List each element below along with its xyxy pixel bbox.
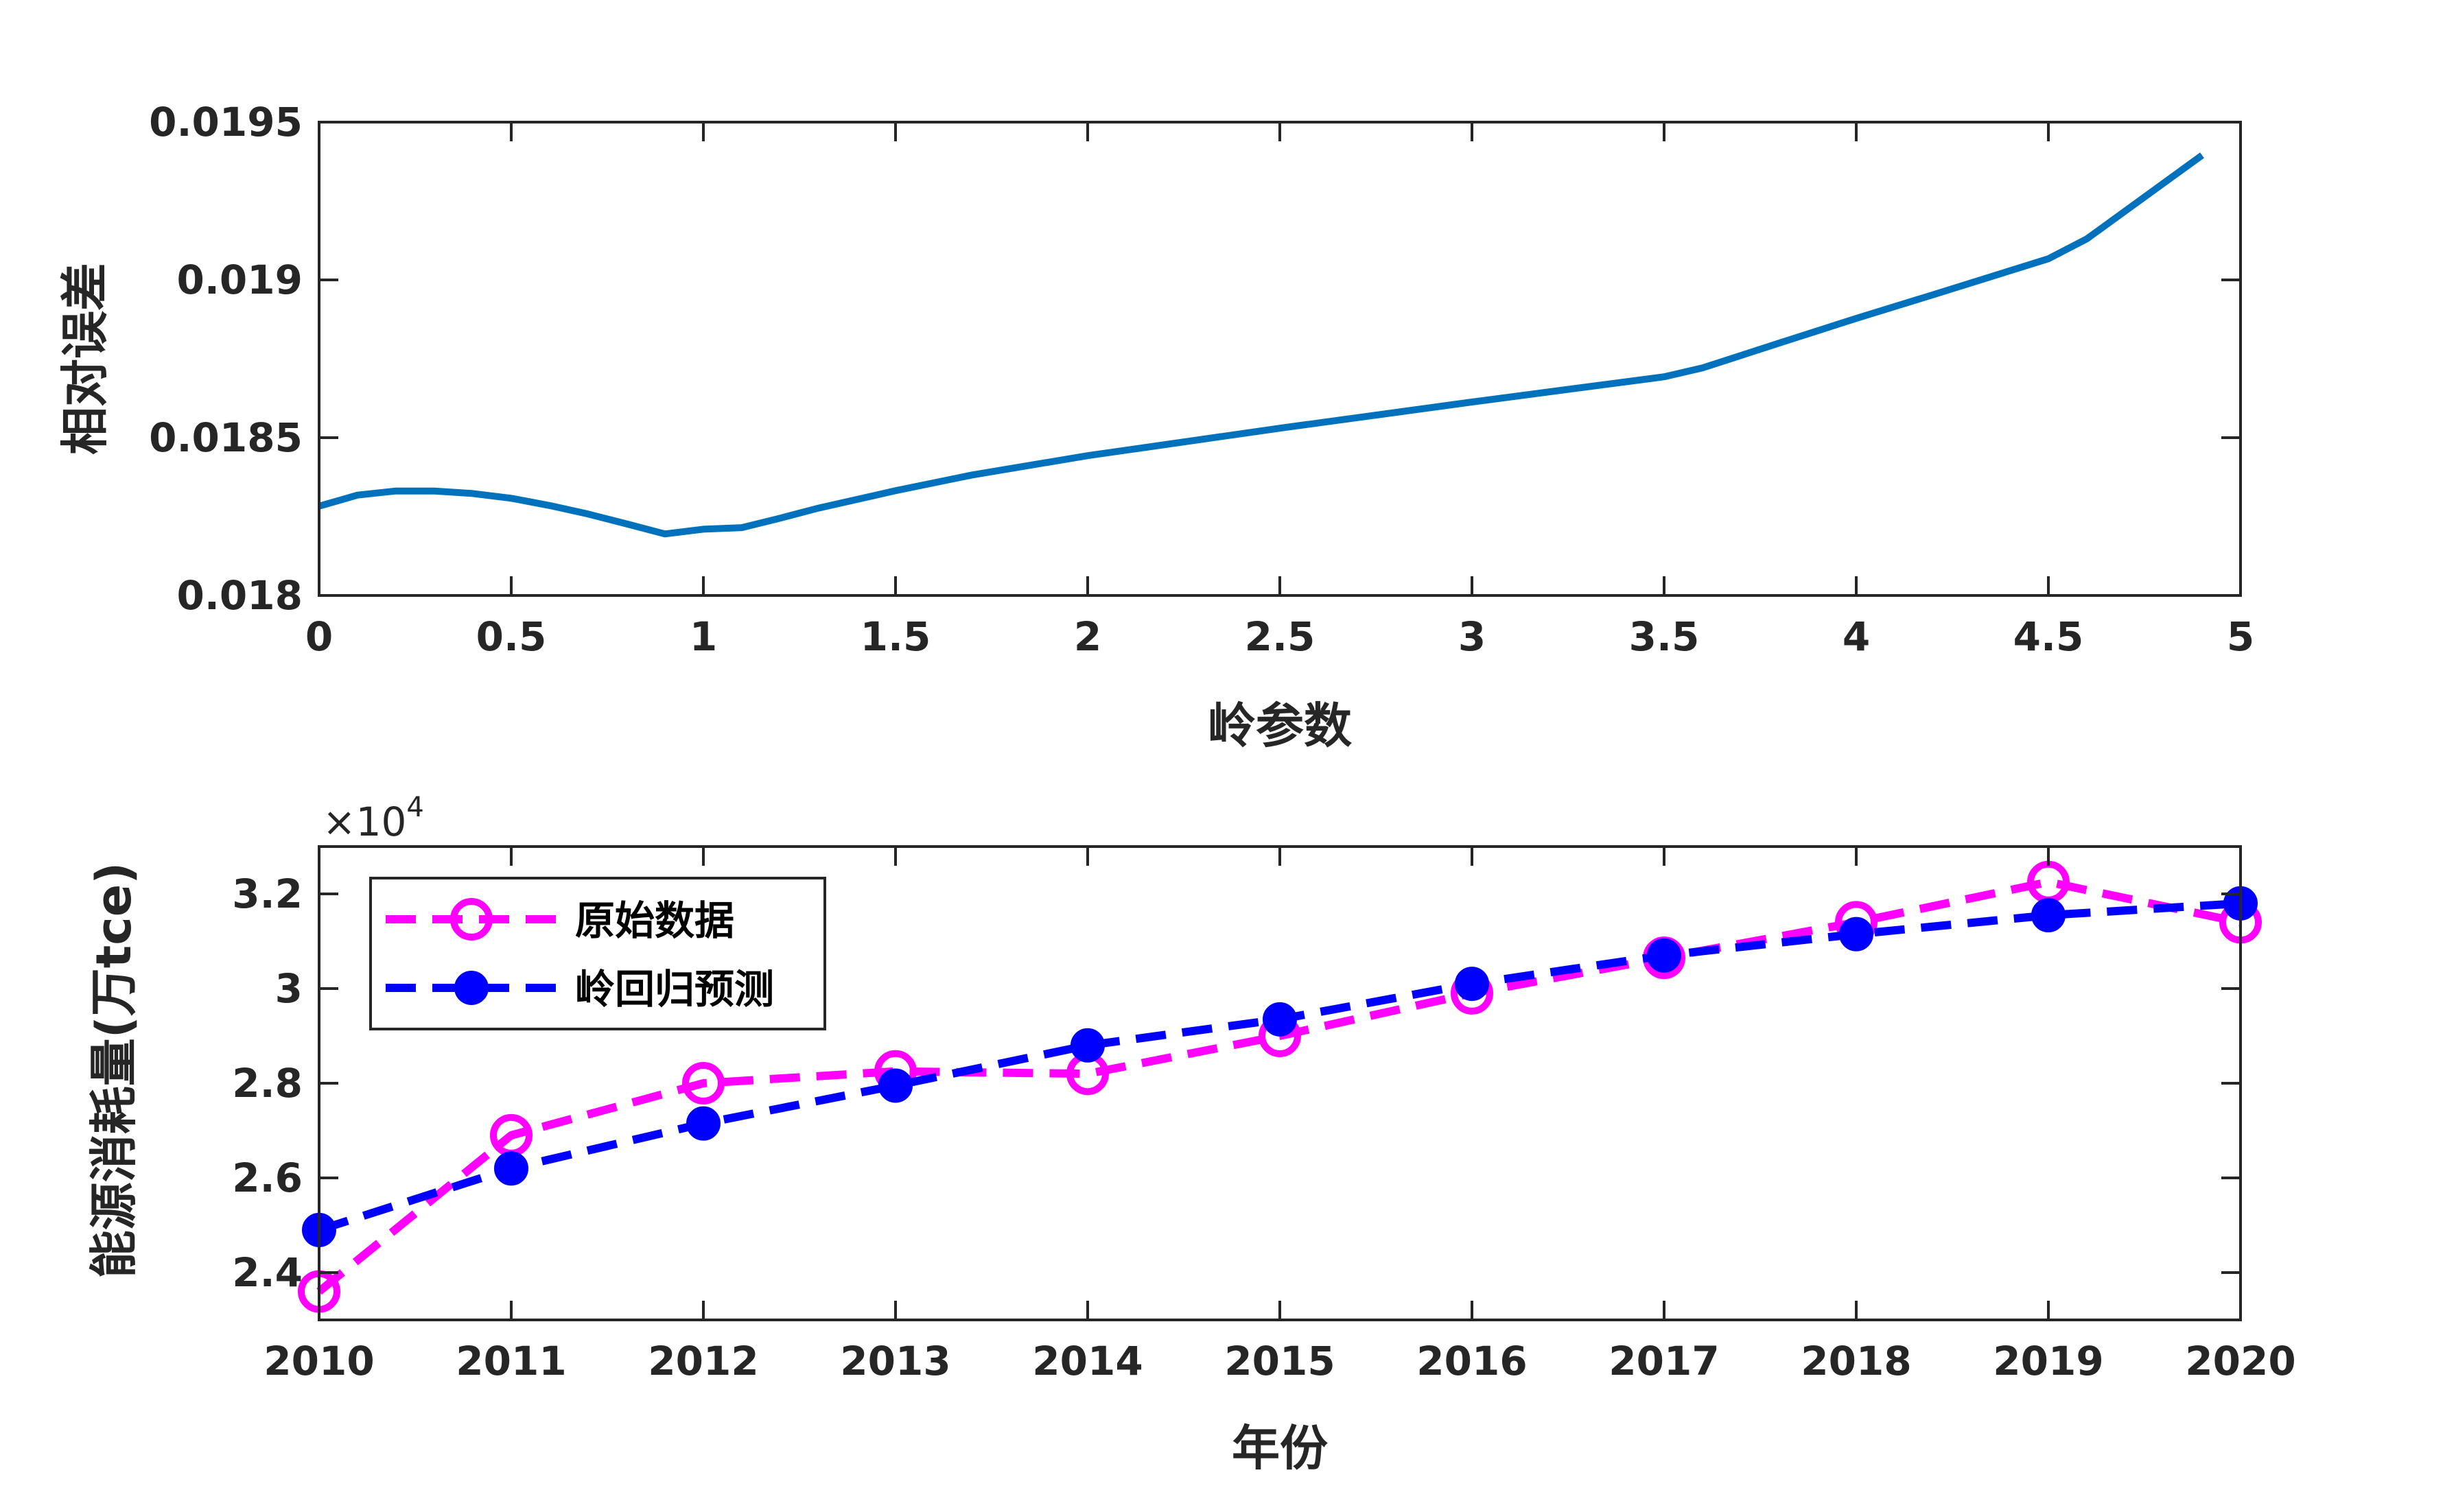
plot1-xlabel: 岭参数	[1208, 698, 1352, 754]
plot1-ytick-label: 0.018	[177, 572, 303, 619]
plot2-point-ridge	[2031, 898, 2066, 933]
legend-marker-ridge	[454, 971, 489, 1005]
ridge-error-plot: 0 0.5 1 1.5 2 2.5 3 3.5 4 4.5 5 0.018 0.0185 0.019 0.0…	[57, 99, 2254, 754]
plot1-xtick-label: 1	[690, 613, 717, 660]
plot2-xtick-label: 2018	[1801, 1338, 1911, 1384]
plot2-point-ridge	[686, 1106, 721, 1141]
plot2-ytick-label: 2.8	[232, 1060, 303, 1107]
plot2-point-ridge	[1647, 938, 1681, 973]
plot2-point-ridge	[1071, 1028, 1105, 1063]
plot2-point-original	[682, 1062, 725, 1105]
plot2-xtick-label: 2013	[840, 1338, 950, 1384]
plot1-area	[319, 122, 2241, 595]
plot2-ylabel: 能源消耗量(万tce)	[86, 862, 142, 1278]
plot1-xtick-label: 3	[1458, 613, 1486, 660]
plot2-series-layer	[298, 860, 2262, 1313]
legend-label-ridge: 岭回归预测	[575, 966, 774, 1013]
plot2-xtick-label: 2015	[1224, 1338, 1335, 1384]
energy-consumption-plot: 2010 2011 2012 2013 2014 2015 2016 2017 2018 2019…	[86, 792, 2296, 1476]
plot1-ytick-label: 0.0185	[149, 414, 303, 461]
plot2-exponent-base: ×10	[323, 799, 406, 845]
plot1-xtick-label: 3.5	[1629, 613, 1700, 660]
plot2-xtick-label: 2012	[648, 1338, 758, 1384]
plot2-xtick-label: 2016	[1416, 1338, 1527, 1384]
plot1-xtick-label: 1.5	[861, 613, 931, 660]
plot1-xtick-label: 5	[2227, 613, 2254, 660]
plot1-xtick-label: 4	[1843, 613, 1870, 660]
plot1-series-line-0	[318, 152, 2204, 538]
plot2-point-ridge	[1455, 967, 1489, 1002]
plot1-ylabel: 相对误差	[57, 263, 113, 455]
plot2-xtick-label: 2014	[1032, 1338, 1143, 1384]
legend-marker-original	[450, 898, 493, 941]
plot2-xtick-label: 2020	[2185, 1338, 2295, 1384]
plot2-point-ridge	[494, 1151, 528, 1186]
plot2-xtick-label: 2011	[456, 1338, 566, 1384]
plot2-point-ridge	[1839, 917, 1873, 952]
plot1-ticks: 0 0.5 1 1.5 2 2.5 3 3.5 4 4.5 5 0.018 0.0185 0.019 0.0…	[149, 99, 2254, 660]
plot1-xtick-label: 0.5	[476, 613, 547, 660]
plot2-exponent-label: ×104	[323, 792, 424, 845]
plot2-ytick-label: 2.4	[232, 1249, 303, 1296]
plot2-xlabel: 年份	[1232, 1420, 1328, 1476]
plot2-ytick-label: 3	[275, 965, 303, 1012]
plot1-xtick-label: 2.5	[1245, 613, 1315, 660]
plot2-ytick-label: 3.2	[232, 871, 303, 917]
plot1-series-layer	[318, 152, 2204, 538]
plot2-legend: 原始数据 岭回归预测	[369, 877, 826, 1030]
plot2-xtick-label: 2017	[1609, 1338, 1719, 1384]
plot1-xtick-label: 4.5	[2013, 613, 2084, 660]
plot1-xtick-label: 2	[1074, 613, 1101, 660]
plot1-ytick-label: 0.0195	[149, 99, 303, 145]
legend-label-original: 原始数据	[575, 897, 734, 944]
plot2-ticks: 2010 2011 2012 2013 2014 2015 2016 2017 2018 2019…	[232, 847, 2296, 1384]
plot2-point-ridge	[878, 1068, 913, 1103]
plot2-xtick-label: 2019	[1993, 1338, 2103, 1384]
plot2-ytick-label: 2.6	[232, 1155, 303, 1201]
plot2-exponent-power: 4	[406, 792, 423, 823]
legend-box	[369, 877, 826, 1030]
plot2-point-ridge	[1263, 1002, 1297, 1037]
plot1-ytick-label: 0.019	[177, 257, 303, 303]
plot2-xtick-label: 2010	[264, 1338, 374, 1384]
plot1-xtick-label: 0	[305, 613, 333, 660]
